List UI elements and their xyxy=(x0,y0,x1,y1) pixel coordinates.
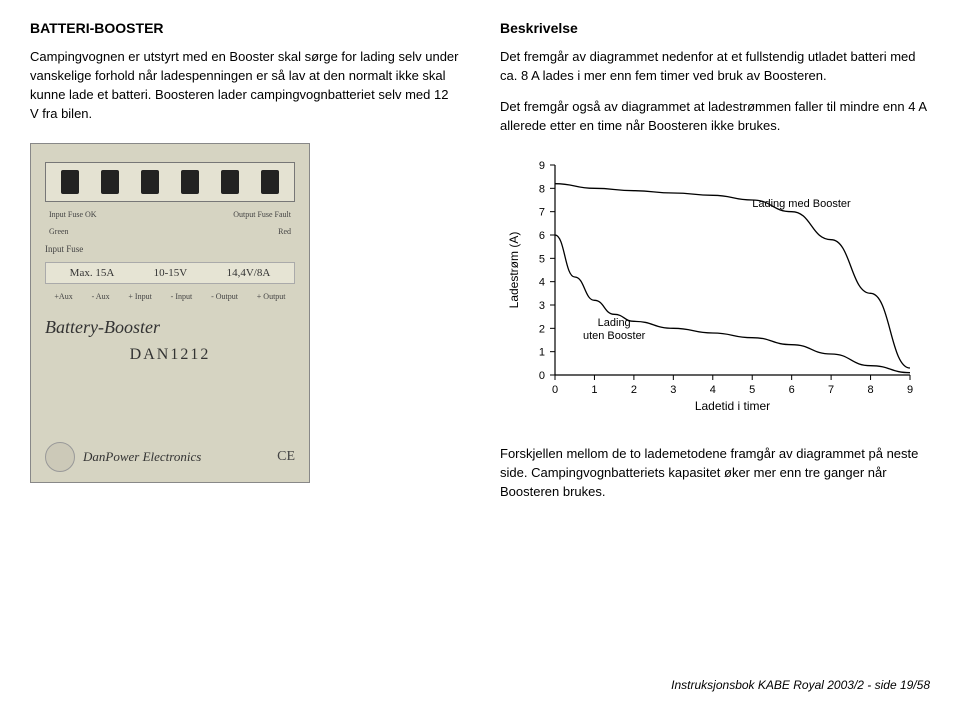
left-column: BATTERI-BOOSTER Campingvognen er utstyrt… xyxy=(30,20,460,514)
pin: - Input xyxy=(171,292,193,301)
terminal xyxy=(181,170,199,194)
brand-text: DanPower Electronics xyxy=(83,449,269,465)
svg-text:Ladetid i timer: Ladetid i timer xyxy=(695,399,770,413)
svg-text:5: 5 xyxy=(539,254,545,266)
device-brand-row: DanPower Electronics CE xyxy=(45,442,295,472)
pin: + Output xyxy=(257,292,286,301)
svg-text:2: 2 xyxy=(631,384,637,396)
right-p2: Det fremgår også av diagrammet at ladest… xyxy=(500,98,930,136)
footer-block: Forskjellen mellom de to lademetodene fr… xyxy=(500,445,930,502)
device-specs: Max. 15A 10-15V 14,4V/8A xyxy=(45,262,295,284)
svg-text:8: 8 xyxy=(867,384,873,396)
svg-text:0: 0 xyxy=(552,384,558,396)
device-title: Battery-Booster xyxy=(45,317,295,338)
right-column: Beskrivelse Det fremgår av diagrammet ne… xyxy=(500,20,930,514)
device-labels-color: Green Red xyxy=(45,227,295,236)
terminal xyxy=(101,170,119,194)
svg-text:1: 1 xyxy=(539,347,545,359)
ce-mark: CE xyxy=(277,449,295,465)
svg-text:3: 3 xyxy=(670,384,676,396)
label: Green xyxy=(49,227,69,236)
device-pins: +Aux - Aux + Input - Input - Output + Ou… xyxy=(45,292,295,301)
chart-svg: 0 1 2 3 4 5 6 7 8 9 0 1 2 3 4 5 6 7 8 9 Lading med Booster La… xyxy=(500,155,920,415)
svg-text:4: 4 xyxy=(710,384,716,396)
spec: 10-15V xyxy=(154,267,188,279)
columns: BATTERI-BOOSTER Campingvognen er utstyrt… xyxy=(30,20,930,514)
pin: - Output xyxy=(211,292,238,301)
svg-text:uten Booster: uten Booster xyxy=(583,330,646,342)
svg-text:8: 8 xyxy=(539,184,545,196)
svg-text:9: 9 xyxy=(539,160,545,172)
device-labels-top: Input Fuse OK Output Fuse Fault xyxy=(45,210,295,219)
svg-text:5: 5 xyxy=(749,384,755,396)
pin: + Input xyxy=(128,292,151,301)
svg-text:6: 6 xyxy=(789,384,795,396)
footer-cite: Instruksjonsbok KABE Royal 2003/2 - side… xyxy=(671,678,930,692)
svg-text:9: 9 xyxy=(907,384,913,396)
label: Input Fuse OK xyxy=(49,210,97,219)
device-image: Input Fuse OK Output Fuse Fault Green Re… xyxy=(30,143,310,483)
brand-icon xyxy=(45,442,75,472)
input-fuse-label: Input Fuse xyxy=(45,244,295,254)
svg-text:7: 7 xyxy=(539,207,545,219)
svg-text:1: 1 xyxy=(591,384,597,396)
terminal xyxy=(261,170,279,194)
svg-text:3: 3 xyxy=(539,300,545,312)
svg-text:4: 4 xyxy=(539,277,545,289)
terminal xyxy=(61,170,79,194)
svg-text:Ladestrøm (A): Ladestrøm (A) xyxy=(507,232,521,309)
svg-text:7: 7 xyxy=(828,384,834,396)
terminal-block-top xyxy=(45,162,295,202)
right-p1: Det fremgår av diagrammet nedenfor at et… xyxy=(500,48,930,86)
svg-text:2: 2 xyxy=(539,324,545,336)
left-p1: Campingvognen er utstyrt med en Booster … xyxy=(30,48,460,123)
pin: +Aux xyxy=(54,292,72,301)
chart: 0 1 2 3 4 5 6 7 8 9 0 1 2 3 4 5 6 7 8 9 Lading med Booster La… xyxy=(500,155,920,415)
svg-text:0: 0 xyxy=(539,370,545,382)
svg-text:6: 6 xyxy=(539,230,545,242)
footer-text: Forskjellen mellom de to lademetodene fr… xyxy=(500,445,930,502)
spec: 14,4V/8A xyxy=(227,267,271,279)
right-heading: Beskrivelse xyxy=(500,20,930,36)
svg-text:Lading med Booster: Lading med Booster xyxy=(752,198,851,210)
svg-text:Lading: Lading xyxy=(598,317,631,329)
spec: Max. 15A xyxy=(70,267,115,279)
pin: - Aux xyxy=(92,292,110,301)
label: Output Fuse Fault xyxy=(233,210,291,219)
terminal xyxy=(141,170,159,194)
device-model: DAN1212 xyxy=(45,346,295,364)
terminal xyxy=(221,170,239,194)
left-heading: BATTERI-BOOSTER xyxy=(30,20,460,36)
label: Red xyxy=(278,227,291,236)
